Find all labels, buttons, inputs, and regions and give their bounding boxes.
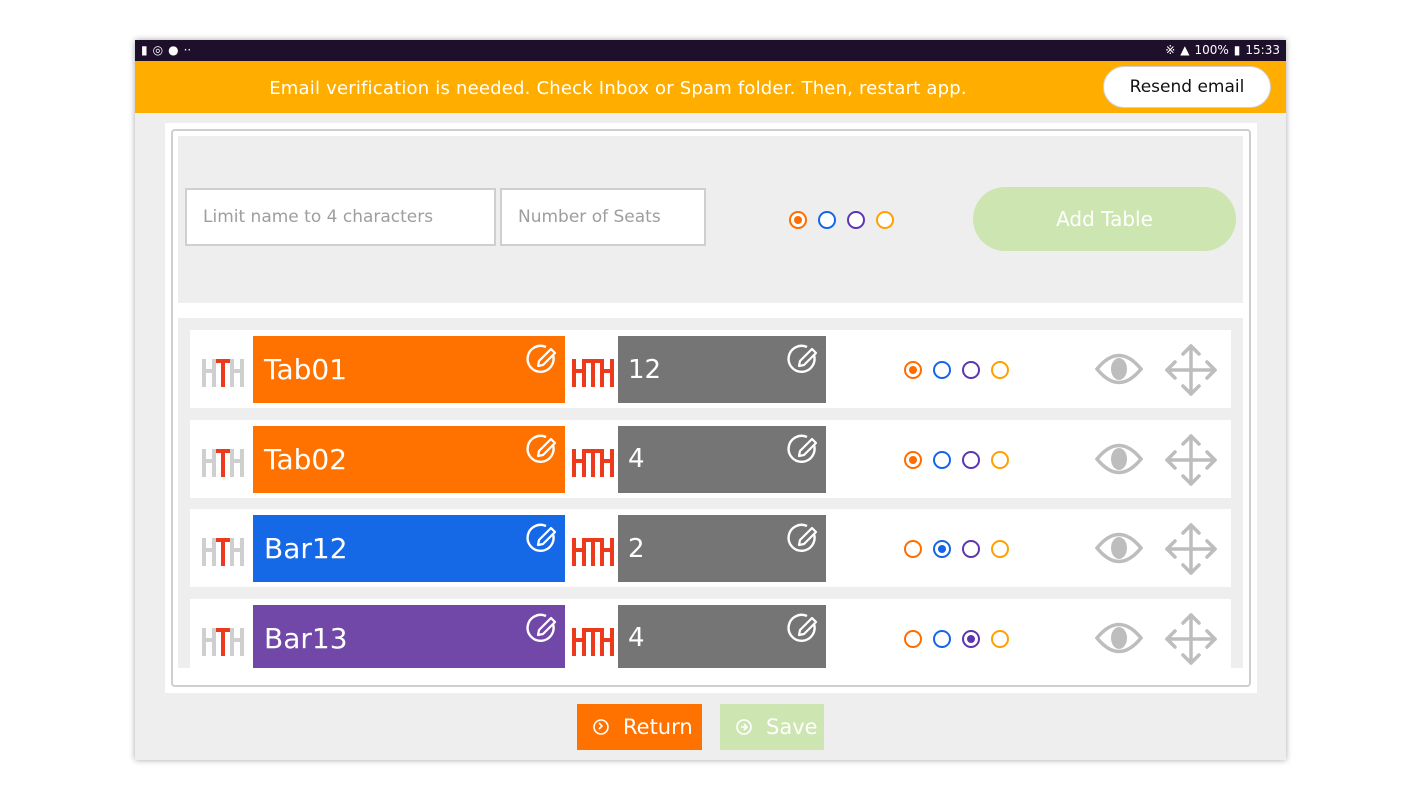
- eye-icon[interactable]: [1094, 523, 1144, 573]
- row-color-radio-purple[interactable]: [962, 361, 980, 379]
- table-logo-icon: [201, 530, 245, 568]
- table-logo-icon: [201, 351, 245, 389]
- eye-icon[interactable]: [1094, 344, 1144, 394]
- seats-logo-icon: [571, 441, 615, 479]
- add-table-form: Limit name to 4 characters Number of Sea…: [178, 136, 1243, 303]
- table-name-field[interactable]: Tab02: [253, 425, 565, 493]
- row-color-radio-purple[interactable]: [962, 540, 980, 558]
- message-icon: ▮: [141, 43, 148, 57]
- table-name: Tab02: [264, 442, 348, 476]
- status-left-icons: ▮ ◎ ● ··: [141, 43, 191, 57]
- battery-percent: 100%: [1194, 43, 1229, 57]
- seat-count: 4: [628, 623, 645, 653]
- row-color-radio-blue[interactable]: [933, 629, 951, 648]
- row-color-radio-orange[interactable]: [904, 361, 922, 379]
- table-name: Tab01: [264, 353, 348, 386]
- table-logo-icon: [201, 620, 245, 658]
- seats-logo-icon: [571, 530, 615, 568]
- table-list[interactable]: Tab01 12: [178, 318, 1243, 668]
- table-row: Tab02 4: [190, 419, 1231, 498]
- color-radio-orange[interactable]: [789, 211, 807, 229]
- row-color-radio-amber[interactable]: [991, 629, 1009, 648]
- row-color-radio-amber[interactable]: [991, 450, 1009, 469]
- edit-seats-icon[interactable]: [786, 432, 820, 466]
- panel-frame: [171, 129, 1251, 687]
- table-name: Bar12: [264, 532, 348, 565]
- save-button[interactable]: Save: [720, 704, 824, 750]
- seats-field[interactable]: 12: [618, 336, 826, 403]
- eye-icon[interactable]: [1094, 434, 1144, 484]
- signal-icon: ▲: [1180, 43, 1190, 57]
- eye-icon[interactable]: [1094, 613, 1144, 663]
- seats-field[interactable]: 4: [618, 604, 826, 668]
- seat-count: 2: [628, 533, 645, 564]
- row-color-radio-amber[interactable]: [991, 361, 1009, 379]
- add-table-button[interactable]: Add Table: [973, 187, 1236, 251]
- return-label: Return: [623, 715, 693, 739]
- color-radio-blue[interactable]: [818, 211, 836, 229]
- more-icon: ··: [183, 43, 192, 57]
- row-color-picker: [904, 629, 1009, 648]
- table-row: Bar13 4: [190, 598, 1231, 668]
- return-button[interactable]: Return: [577, 704, 702, 750]
- save-label: Save: [766, 715, 818, 739]
- edit-seats-icon[interactable]: [786, 342, 820, 376]
- sync-icon: ◎: [152, 43, 164, 57]
- verification-banner: Email verification is needed. Check Inbo…: [135, 61, 1286, 113]
- edit-name-icon[interactable]: [525, 521, 559, 555]
- status-right: ※ ▲ 100% ▮ 15:33: [1165, 43, 1280, 57]
- row-color-radio-amber[interactable]: [991, 540, 1009, 558]
- edit-name-icon[interactable]: [525, 342, 559, 376]
- move-icon[interactable]: [1162, 610, 1220, 668]
- row-color-picker: [904, 361, 1009, 379]
- color-radio-purple[interactable]: [847, 211, 865, 229]
- seats-field[interactable]: 4: [618, 425, 826, 493]
- tables-panel: Limit name to 4 characters Number of Sea…: [165, 123, 1257, 693]
- app-screen: ▮ ◎ ● ·· ※ ▲ 100% ▮ 15:33 Email verifica…: [135, 40, 1286, 760]
- edit-seats-icon[interactable]: [786, 521, 820, 555]
- row-color-radio-orange[interactable]: [904, 629, 922, 648]
- color-radio-amber[interactable]: [876, 211, 894, 229]
- table-name-field[interactable]: Tab01: [253, 336, 565, 403]
- table-name-field[interactable]: Bar12: [253, 515, 565, 582]
- battery-icon: ▮: [1233, 43, 1241, 57]
- move-icon[interactable]: [1162, 431, 1220, 489]
- move-icon[interactable]: [1162, 520, 1220, 578]
- status-bar: ▮ ◎ ● ·· ※ ▲ 100% ▮ 15:33: [135, 40, 1286, 61]
- row-color-radio-blue[interactable]: [933, 450, 951, 469]
- keyhole-icon: ●: [168, 43, 179, 57]
- seats-logo-icon: [571, 620, 615, 658]
- table-row: Bar12 2: [190, 509, 1231, 587]
- resend-email-button[interactable]: Resend email: [1103, 66, 1271, 108]
- clock: 15:33: [1245, 43, 1280, 57]
- edit-name-icon[interactable]: [525, 611, 559, 645]
- row-color-radio-purple[interactable]: [962, 450, 980, 469]
- row-color-picker: [904, 540, 1009, 558]
- move-icon[interactable]: [1162, 341, 1220, 399]
- row-color-picker: [904, 450, 1009, 469]
- edit-seats-icon[interactable]: [786, 611, 820, 645]
- banner-message: Email verification is needed. Check Inbo…: [269, 78, 967, 99]
- table-row: Tab01 12: [190, 330, 1231, 408]
- row-color-radio-orange[interactable]: [904, 540, 922, 558]
- row-color-radio-purple[interactable]: [962, 629, 980, 648]
- return-icon: [593, 719, 609, 735]
- save-icon: [736, 719, 752, 735]
- table-logo-icon: [201, 441, 245, 479]
- seats-field[interactable]: 2: [618, 515, 826, 582]
- table-name-input[interactable]: Limit name to 4 characters: [185, 188, 496, 246]
- seats-input[interactable]: Number of Seats: [500, 188, 706, 246]
- row-color-radio-blue[interactable]: [933, 361, 951, 379]
- edit-name-icon[interactable]: [525, 432, 559, 466]
- bluetooth-icon: ※: [1165, 43, 1176, 57]
- row-color-radio-blue[interactable]: [933, 540, 951, 558]
- seat-count: 4: [628, 444, 645, 474]
- color-picker: [789, 211, 894, 229]
- table-name-field[interactable]: Bar13: [253, 604, 565, 668]
- seats-logo-icon: [571, 351, 615, 389]
- seat-count: 12: [628, 354, 662, 385]
- table-name: Bar13: [264, 621, 348, 655]
- row-color-radio-orange[interactable]: [904, 450, 922, 469]
